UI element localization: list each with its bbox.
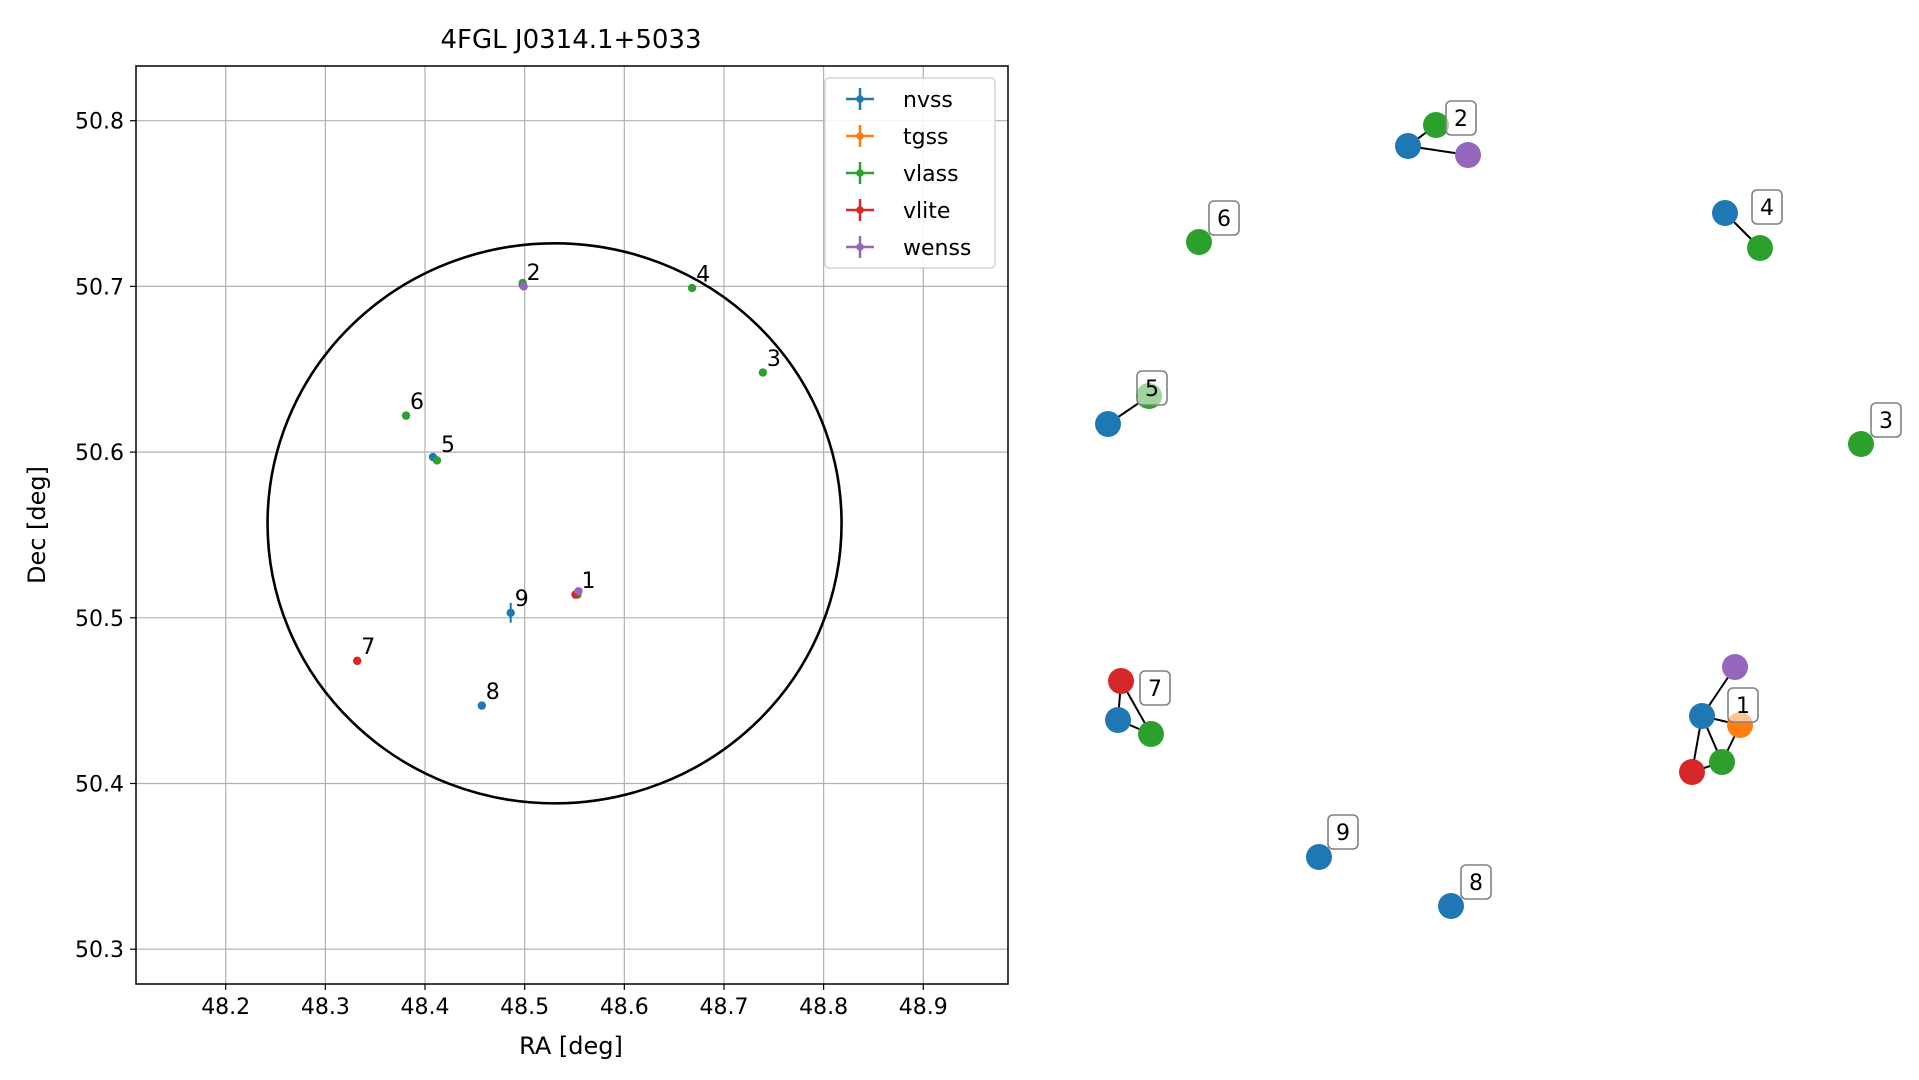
network-label: 4 [1760, 196, 1774, 221]
search-region-circle [266, 242, 843, 805]
x-axis-label: RA [deg] [519, 1032, 623, 1060]
x-tick-label: 48.9 [899, 995, 948, 1020]
y-axis-label: Dec [deg] [23, 466, 51, 584]
x-tick-label: 48.3 [301, 995, 350, 1020]
legend-label-vlass: vlass [903, 162, 959, 187]
source-label: 3 [767, 347, 781, 372]
network-label: 5 [1145, 377, 1159, 402]
y-tick-label: 50.3 [75, 938, 124, 963]
plot-frame [135, 65, 1009, 985]
network-node-wenss [1455, 142, 1481, 168]
source-label: 2 [527, 261, 541, 286]
y-tick-label: 50.6 [75, 441, 124, 466]
network-node-nvss [1689, 703, 1715, 729]
x-tick-label: 48.2 [201, 995, 250, 1020]
network-label-box [1727, 687, 1759, 723]
y-tick-label: 50.8 [75, 110, 124, 135]
legend-marker-tgss [856, 132, 864, 140]
y-tick-label: 50.5 [75, 607, 124, 632]
search-circle [266, 242, 843, 805]
vlass-point [401, 411, 411, 420]
source-markers [353, 278, 768, 710]
chart-title: 4FGL J0314.1+5033 [441, 25, 702, 55]
source-label: 7 [361, 635, 375, 660]
legend-label-nvss: nvss [903, 88, 953, 113]
network-label: 1 [1736, 694, 1750, 719]
network-node-nvss [1438, 893, 1464, 919]
source-annotations: 1 2 3 4 56 7 8 9 [361, 261, 781, 705]
x-tick-label: 48.6 [600, 995, 649, 1020]
legend-marker-wenss [856, 243, 864, 251]
sky-position-chart: 4FGL J0314.1+5033 1 2 3 4 56 7 8 9 48.2 48.3 48.4… [23, 25, 1009, 1060]
network-nodes [1095, 112, 1874, 919]
legend-label-vlite: vlite [903, 199, 950, 224]
x-tick-label: 48.8 [799, 995, 848, 1020]
legend-marker-vlite [856, 206, 864, 214]
axis-ticks: 48.2 48.3 48.4 48.5 48.6 48.7 48.8 48.9 50.3 50.4… [75, 110, 948, 1020]
network-node-wenss [1722, 654, 1748, 680]
network-label: 6 [1217, 207, 1231, 232]
network-node-nvss [1095, 411, 1121, 437]
network-node-vlass [1709, 749, 1735, 775]
network-label-box [1139, 670, 1171, 706]
network-node-nvss [1306, 844, 1332, 870]
vlass-point [687, 283, 697, 293]
legend: nvss tgss vlass vlite wenss [824, 77, 996, 269]
network-label-box [1751, 189, 1783, 225]
nvss-point [506, 608, 515, 618]
network-node-nvss [1712, 200, 1738, 226]
crossmatch-network-graph: 1 2 3 4 5 6 7 8 9 [1095, 100, 1902, 919]
legend-label-tgss: tgss [903, 125, 949, 150]
source-label: 8 [486, 680, 500, 705]
legend-box [824, 77, 996, 269]
network-node-vlass [1186, 229, 1212, 255]
network-label: 2 [1454, 107, 1468, 132]
network-node-vlite [1679, 759, 1705, 785]
network-node-vlass [1423, 112, 1449, 138]
network-label-box [1460, 864, 1492, 900]
network-node-nvss [1395, 133, 1421, 159]
legend-marker-vlass [856, 169, 864, 177]
x-tick-label: 48.5 [500, 995, 549, 1020]
network-label-box [1327, 814, 1359, 850]
y-tick-label: 50.7 [75, 275, 124, 300]
source-label: 1 [581, 569, 595, 594]
wenss-point [519, 282, 528, 291]
network-label-box [1136, 370, 1168, 406]
network-node-vlass [1138, 721, 1164, 747]
network-edges [1107, 124, 1761, 773]
network-label: 3 [1879, 409, 1893, 434]
vlite-point [353, 656, 362, 666]
source-label: 9 [515, 587, 529, 612]
wenss-point [574, 587, 583, 596]
x-tick-label: 48.7 [699, 995, 748, 1020]
network-group-labels: 1 2 3 4 5 6 7 8 9 [1136, 100, 1902, 900]
source-label: 5 [441, 433, 455, 458]
source-label: 4 [696, 262, 710, 287]
network-label-box [1870, 402, 1902, 438]
nvss-point [477, 701, 487, 710]
network-label: 9 [1336, 821, 1350, 846]
network-label-box [1208, 200, 1240, 236]
x-tick-label: 48.4 [401, 995, 450, 1020]
network-node-vlass [1747, 235, 1773, 261]
network-label-box [1445, 100, 1477, 136]
legend-label-wenss: wenss [903, 236, 971, 261]
legend-marker-nvss [856, 95, 864, 103]
network-node-vlite [1108, 668, 1134, 694]
network-label: 8 [1469, 871, 1483, 896]
network-node-nvss [1105, 707, 1131, 733]
y-tick-label: 50.4 [75, 772, 124, 797]
network-label: 7 [1148, 677, 1162, 702]
vlass-point [432, 456, 442, 465]
source-label: 6 [410, 390, 424, 415]
vlass-point [758, 368, 768, 377]
network-node-vlass [1848, 431, 1874, 457]
